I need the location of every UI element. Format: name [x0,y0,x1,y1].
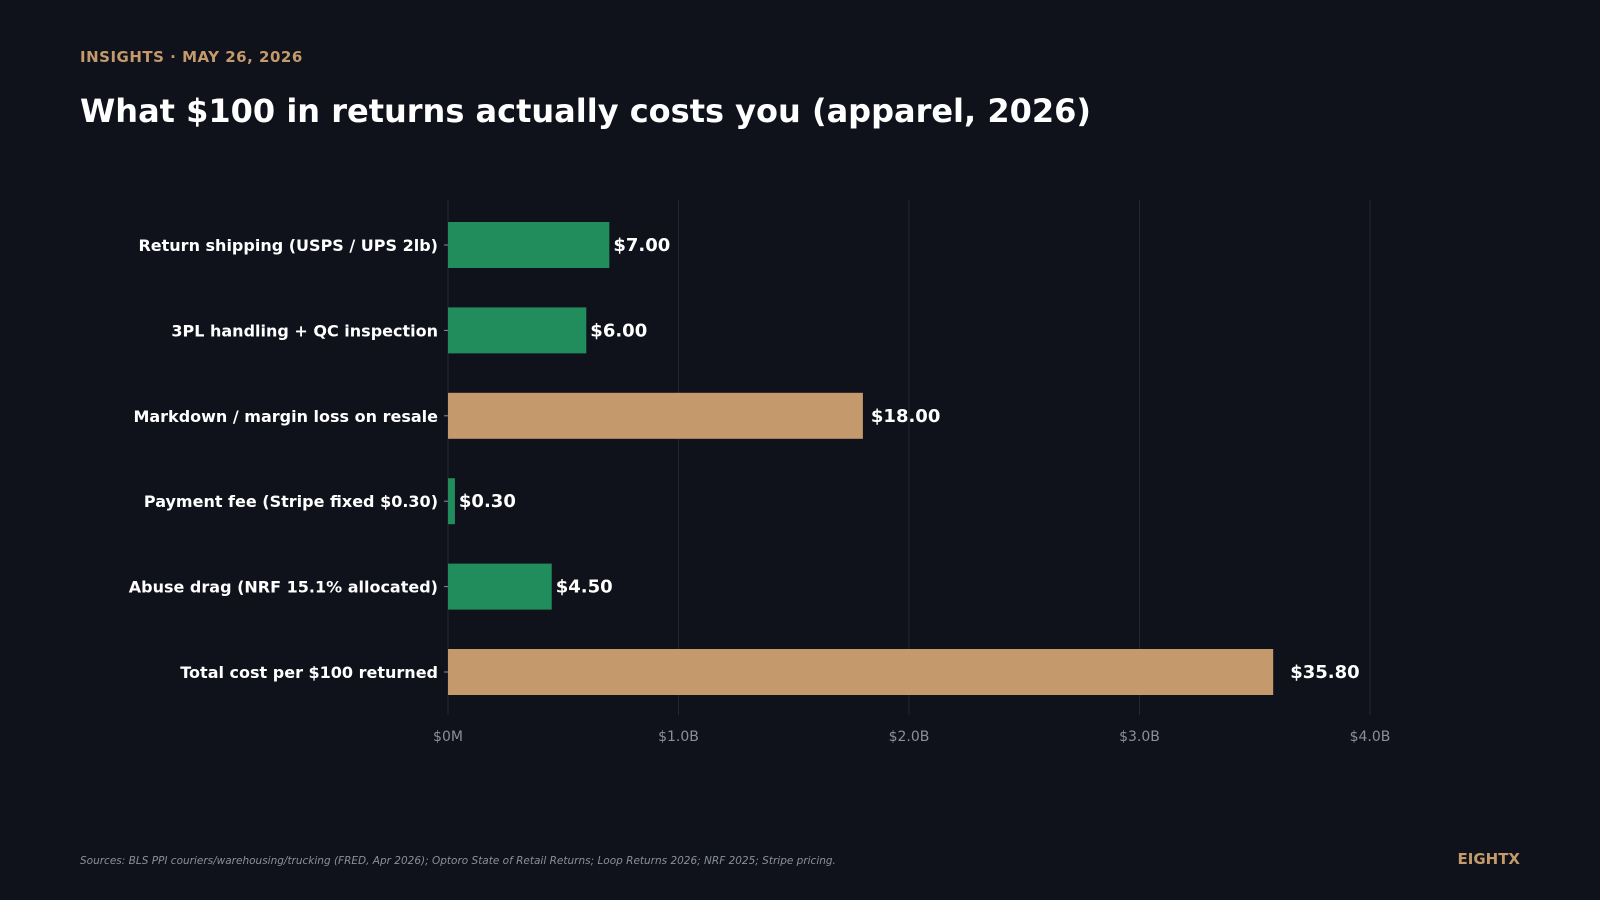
category-label: Total cost per $100 returned [180,663,438,682]
x-tick-label: $4.0B [1350,729,1391,745]
x-tick-label: $1.0B [658,729,699,745]
data-label: $18.00 [871,406,940,427]
data-label: $6.00 [590,320,647,341]
category-label: Return shipping (USPS / UPS 2lb) [138,236,438,255]
x-tick-label: $0M [433,729,463,745]
category-label: 3PL handling + QC inspection [171,321,438,340]
bar [448,392,863,439]
x-tick-label: $3.0B [1119,729,1160,745]
category-label: Markdown / margin loss on resale [133,407,438,426]
data-label: $35.80 [1290,662,1359,683]
x-tick-label: $2.0B [889,729,930,745]
category-label: Payment fee (Stripe fixed $0.30) [144,492,438,511]
bar [448,478,455,525]
eyebrow-text: INSIGHTS · MAY 26, 2026 [80,48,303,66]
source-note: Sources: BLS PPI couriers/warehousing/tr… [80,855,836,867]
bar [448,563,552,610]
chart-title: What $100 in returns actually costs you … [80,92,1091,130]
data-label: $4.50 [556,577,613,598]
bar [448,222,610,268]
brand-logo-text: EIGHTX [1457,850,1521,868]
data-label: $0.30 [459,491,516,512]
bar [448,649,1274,695]
data-label: $7.00 [613,235,670,256]
category-label: Abuse drag (NRF 15.1% allocated) [129,578,438,597]
bar [448,307,587,354]
